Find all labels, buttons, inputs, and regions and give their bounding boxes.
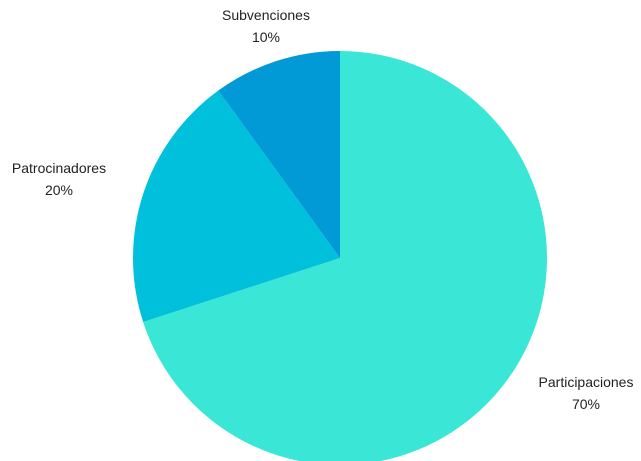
slice-label-subvenciones: Subvenciones: [222, 7, 310, 23]
slice-value-subvenciones: 10%: [252, 29, 280, 45]
slice-label-patrocinadores: Patrocinadores: [12, 160, 106, 176]
pie-slices: [133, 51, 547, 461]
slice-label-participaciones: Participaciones: [539, 374, 634, 390]
slice-value-patrocinadores: 20%: [45, 182, 73, 198]
slice-value-participaciones: 70%: [572, 396, 600, 412]
